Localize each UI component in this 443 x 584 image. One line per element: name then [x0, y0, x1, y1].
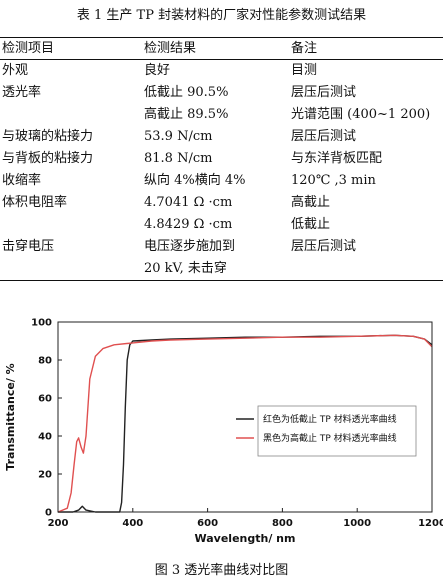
table-row: 透光率 低截止 90.5% 层压后测试	[0, 82, 443, 104]
y-tick-label: 40	[38, 432, 52, 443]
table-row: 20 kV, 未击穿	[0, 258, 443, 281]
y-tick-label: 60	[38, 394, 52, 405]
cell-item: 体积电阻率	[2, 195, 68, 210]
x-tick-label: 400	[122, 518, 143, 529]
cell-remark: 层压后测试	[291, 129, 357, 144]
cell-result: 良好	[144, 63, 171, 78]
table-row: 收缩率 纵向 4%横向 4% 120℃ ,3 min	[0, 170, 443, 192]
table-row: 与背板的粘接力 81.8 N/cm 与东洋背板匹配	[0, 148, 443, 170]
table-caption: 表 1 生产 TP 封装材料的厂家对性能参数测试结果	[76, 8, 367, 23]
cell-item: 与背板的粘接力	[2, 151, 94, 166]
cell-result: 20 kV, 未击穿	[142, 258, 289, 281]
header-item: 检测项目	[0, 37, 142, 60]
cell-result: 4.7041 Ω ·cm	[144, 195, 233, 210]
cell-result: 81.8 N/cm	[144, 151, 213, 166]
table-row: 体积电阻率 4.7041 Ω ·cm 高截止	[0, 192, 443, 214]
cell-remark: 光谱范围 (400~1 200)	[291, 107, 431, 122]
cell-remark: 低截止	[291, 217, 331, 232]
header-remark: 备注	[289, 37, 443, 60]
table-row: 与玻璃的粘接力 53.9 N/cm 层压后测试	[0, 126, 443, 148]
cell-remark: 层压后测试	[291, 239, 357, 254]
cell-result: 4.8429 Ω ·cm	[144, 217, 233, 232]
cell-item: 与玻璃的粘接力	[2, 129, 94, 144]
y-tick-label: 20	[38, 470, 52, 481]
parameter-table: 检测项目 检测结果 备注 外观 良好 目测 透光率 低截止 90.5% 层压后测…	[0, 37, 443, 281]
y-tick-label: 100	[31, 318, 52, 329]
y-tick-label: 80	[38, 356, 52, 367]
cell-remark: 与东洋背板匹配	[291, 151, 383, 166]
cell-result: 高截止 89.5%	[144, 107, 229, 122]
y-tick-label: 0	[45, 508, 52, 519]
legend-label-1: 红色为低截止 TP 材料透光率曲线	[263, 413, 397, 425]
x-axis-ticks: 200 400 600 800 1000 1200	[48, 508, 443, 529]
cell-result: 电压逐步施加到	[144, 239, 236, 254]
table-header-row: 检测项目 检测结果 备注	[0, 37, 443, 60]
legend-label-2: 黑色为高截止 TP 材料透光率曲线	[263, 432, 397, 444]
x-tick-label: 200	[48, 518, 69, 529]
y-axis-title: Transmittance/ %	[4, 363, 17, 470]
cell-remark: 层压后测试	[291, 85, 357, 100]
cell-result: 纵向 4%横向 4%	[144, 173, 246, 188]
header-result: 检测结果	[142, 37, 289, 60]
table-row: 外观 良好 目测	[0, 60, 443, 83]
x-tick-label: 1200	[418, 518, 443, 529]
cell-remark	[289, 258, 443, 281]
x-tick-label: 1000	[343, 518, 371, 529]
cell-remark: 120℃ ,3 min	[291, 173, 376, 188]
cell-item	[0, 214, 142, 236]
series-lines	[57, 334, 433, 513]
cell-item: 击穿电压	[2, 239, 55, 254]
x-tick-label: 800	[272, 518, 293, 529]
legend-box	[257, 405, 417, 457]
table-row: 高截止 89.5% 光谱范围 (400~1 200)	[0, 104, 443, 126]
figure-caption: 图 3 透光率曲线对比图	[154, 563, 289, 578]
cell-result: 低截止 90.5%	[144, 85, 229, 100]
cell-item	[0, 104, 142, 126]
table-row: 4.8429 Ω ·cm 低截止	[0, 214, 443, 236]
cell-remark: 高截止	[291, 195, 331, 210]
plot-frame	[57, 321, 433, 513]
y-axis-ticks: 0 20 40 60 80 100	[31, 318, 62, 519]
cell-remark: 目测	[291, 63, 318, 78]
transmittance-chart: 0 20 40 60 80 100 200 400 600 800 1000 1200 Wavele…	[4, 318, 443, 546]
series-line-2	[57, 334, 433, 513]
cell-result: 53.9 N/cm	[144, 129, 213, 144]
x-tick-label: 600	[197, 518, 218, 529]
cell-item: 透光率	[2, 85, 42, 100]
cell-item: 外观	[2, 63, 29, 78]
cell-item	[0, 258, 142, 281]
table-row: 击穿电压 电压逐步施加到 层压后测试	[0, 236, 443, 258]
cell-item: 收缩率	[2, 173, 42, 188]
x-axis-title: Wavelength/ nm	[195, 532, 296, 545]
